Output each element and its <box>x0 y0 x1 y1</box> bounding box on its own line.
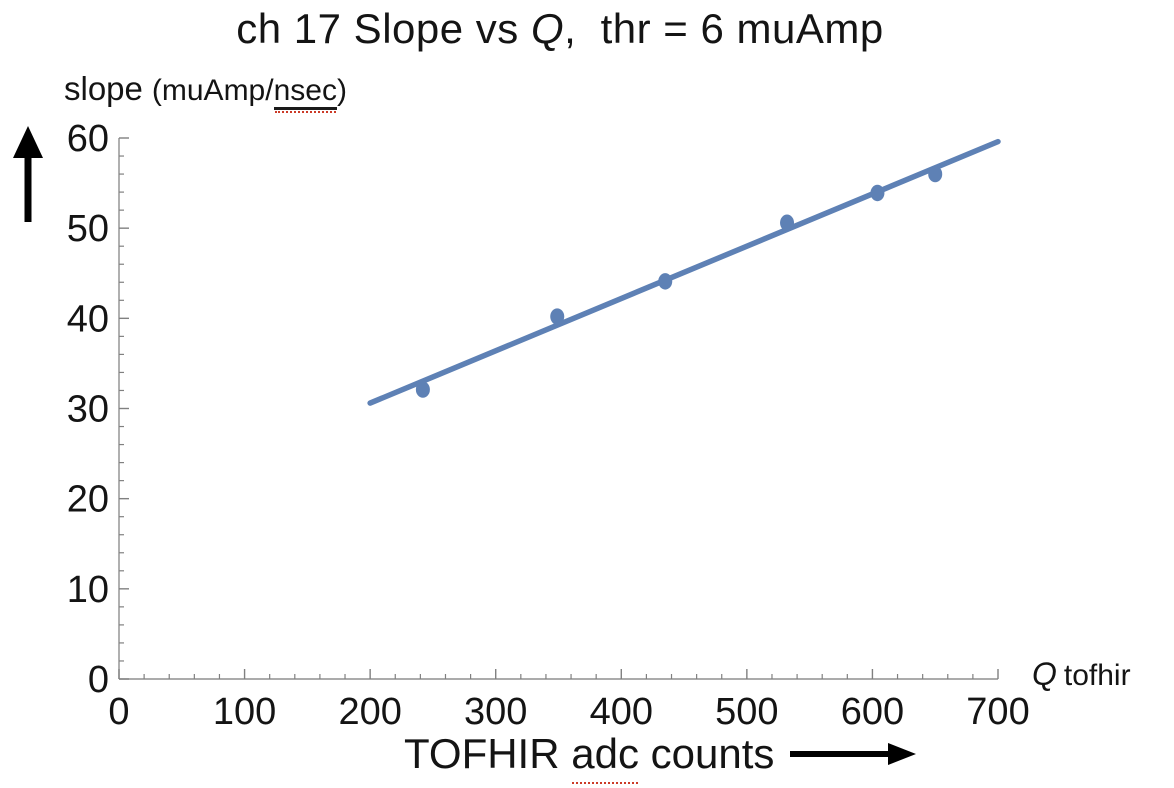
x-tick-label: 200 <box>338 691 401 733</box>
y-tick-label: 30 <box>67 389 109 431</box>
x-tick-label: 700 <box>966 691 1029 733</box>
corner-label-rest: tofhir <box>1063 659 1131 692</box>
data-point <box>658 273 673 290</box>
y-axis-label-units: (muAmp/nsec) <box>151 74 347 110</box>
y-tick-label: 50 <box>67 208 109 250</box>
x-axis-arrow-icon <box>790 743 917 765</box>
chart-title: ch 17 Slope vs Q, thr = 6 muAmp <box>100 5 1020 53</box>
y-axis-label: slope (muAmp/nsec) <box>64 70 347 110</box>
chart-title-suffix: , thr = 6 muAmp <box>564 5 884 52</box>
y-axis-units-suffix: ) <box>336 74 347 107</box>
y-tick-label: 60 <box>67 118 109 160</box>
x-tick-label: 400 <box>590 691 653 733</box>
y-tick-label: 20 <box>67 479 109 521</box>
data-point <box>550 308 565 325</box>
x-axis-label-prefix: TOFHIR <box>404 730 572 777</box>
x-axis-label-suffix: counts <box>638 730 775 777</box>
x-tick-label: 300 <box>464 691 527 733</box>
x-tick-label: 0 <box>108 691 129 733</box>
corner-label-q-symbol: Q <box>1032 656 1057 692</box>
chart-title-prefix: ch 17 Slope vs <box>236 5 531 52</box>
x-tick-label: 600 <box>841 691 904 733</box>
fit-line <box>367 138 1001 406</box>
y-tick-label: 0 <box>88 659 109 701</box>
x-tick-label: 100 <box>213 691 276 733</box>
data-point <box>870 184 885 202</box>
chart-title-q-symbol: Q <box>530 5 565 52</box>
y-tick-label: 10 <box>67 569 109 611</box>
y-axis-label-word: slope <box>64 70 143 107</box>
data-point <box>780 214 795 231</box>
y-axis-units-prefix: (muAmp/ <box>151 74 274 107</box>
x-axis-label: TOFHIR adc counts <box>404 730 918 784</box>
y-tick-label: 40 <box>67 298 109 340</box>
y-axis-units-nsec: nsec <box>273 74 337 110</box>
y-axis-arrow-icon <box>13 126 43 222</box>
data-point <box>415 381 430 398</box>
data-point <box>928 165 943 183</box>
x-axis-label-adc: adc <box>571 730 639 784</box>
x-tick-label: 500 <box>715 691 778 733</box>
